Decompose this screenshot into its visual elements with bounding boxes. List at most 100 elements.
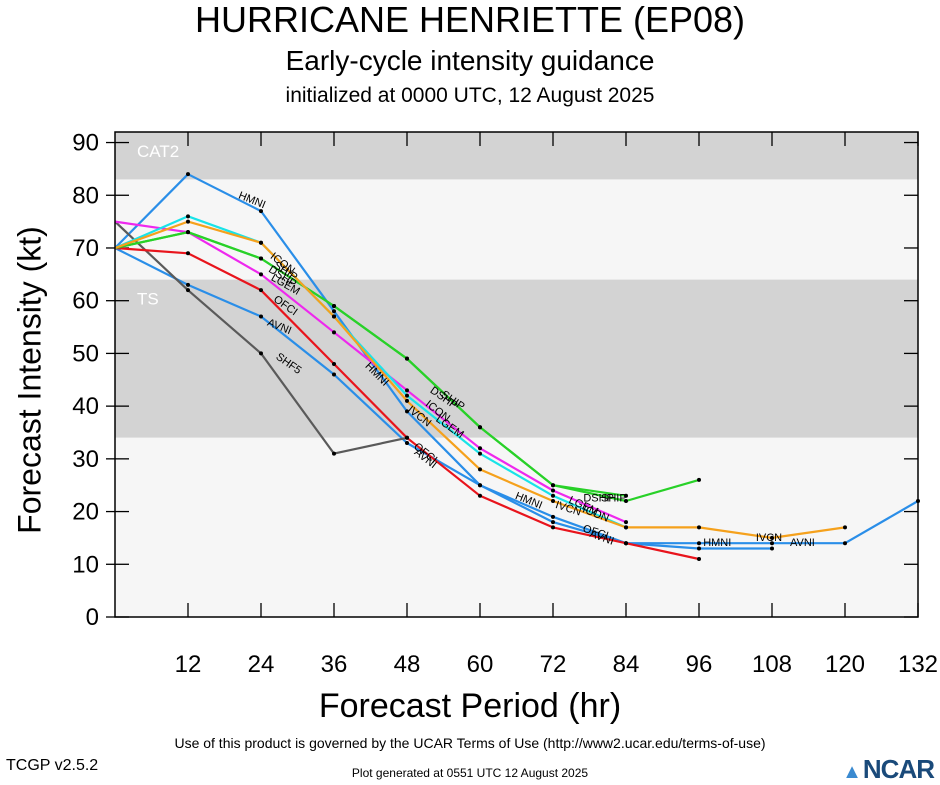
series-point-ship bbox=[697, 477, 701, 482]
y-tick-label: 20 bbox=[72, 499, 99, 526]
init-time: initialized at 0000 UTC, 12 August 2025 bbox=[285, 84, 655, 107]
series-point-hmni bbox=[259, 209, 263, 214]
category-bands: CAT2 TS bbox=[115, 132, 918, 617]
y-tick-label: 60 bbox=[72, 288, 99, 315]
series-line-avni bbox=[114, 247, 772, 550]
series-point-ivcn bbox=[259, 240, 263, 245]
x-tick-label: 132 bbox=[898, 651, 938, 678]
x-tick-label: 120 bbox=[825, 651, 865, 678]
y-tick-label: 80 bbox=[72, 182, 99, 209]
x-axis-label: Forecast Period (hr) bbox=[318, 687, 622, 725]
series-point-dshp bbox=[624, 493, 628, 498]
series-point-avni bbox=[259, 314, 263, 319]
series-point-dshp bbox=[405, 356, 409, 361]
series-point-avni bbox=[478, 483, 482, 488]
series-point-lgem bbox=[551, 488, 555, 493]
series-point-hmni bbox=[770, 541, 774, 546]
y-tick-label: 0 bbox=[86, 604, 99, 631]
series-point-ship bbox=[624, 499, 628, 504]
x-tick-label: 36 bbox=[321, 651, 348, 678]
series-point-ivcn bbox=[405, 398, 409, 403]
series-line-hmni bbox=[114, 173, 919, 545]
band-label-2: TS bbox=[137, 290, 159, 309]
y-axis-label: Forecast Intensity (kt) bbox=[11, 226, 48, 534]
series-point-dshp bbox=[186, 230, 190, 235]
series-point-avni bbox=[332, 372, 336, 377]
y-tick-label: 40 bbox=[72, 393, 99, 420]
series-point-avni bbox=[405, 441, 409, 446]
series-point-hmni bbox=[843, 541, 847, 546]
plot-frame bbox=[114, 131, 919, 618]
series-point-ofci bbox=[405, 435, 409, 440]
series-line-dshp bbox=[114, 231, 627, 497]
series-point-icon bbox=[551, 493, 555, 498]
series-point-ofci bbox=[332, 361, 336, 366]
series-point-ofci bbox=[478, 493, 482, 498]
series-point-ofci bbox=[624, 541, 628, 546]
series-point-lgem bbox=[259, 272, 263, 277]
series-point-avni bbox=[186, 282, 190, 287]
y-tick-label: 70 bbox=[72, 235, 99, 262]
series-point-avni bbox=[697, 546, 701, 551]
series-label-avni: AVNI bbox=[790, 537, 815, 549]
series-point-ofci bbox=[551, 525, 555, 530]
series-point-ivcn bbox=[770, 535, 774, 540]
y-tick-label: 50 bbox=[72, 340, 99, 367]
y-tick-label: 30 bbox=[72, 446, 99, 473]
y-tick-label: 10 bbox=[72, 551, 99, 578]
series-point-icon bbox=[186, 214, 190, 219]
x-tick-label: 108 bbox=[752, 651, 792, 678]
chart-subtitle: Early-cycle intensity guidance bbox=[285, 45, 655, 76]
series-point-ivcn bbox=[624, 525, 628, 530]
series-point-hmni bbox=[405, 409, 409, 414]
series-point-shf5 bbox=[186, 288, 190, 293]
band-1 bbox=[115, 179, 918, 280]
series-point-ofci bbox=[186, 251, 190, 256]
ncar-logo: ▲NCAR bbox=[842, 754, 935, 785]
y-tick-label: 90 bbox=[72, 130, 99, 157]
x-tick-label: 84 bbox=[613, 651, 640, 678]
series-point-ivcn bbox=[186, 219, 190, 224]
series-point-ivcn bbox=[843, 525, 847, 530]
band-3 bbox=[115, 437, 918, 617]
series-point-icon bbox=[405, 393, 409, 398]
version-label: TCGP v2.5.2 bbox=[6, 757, 99, 774]
series-label-ivcn: IVCN bbox=[756, 532, 782, 544]
x-tick-label: 96 bbox=[686, 651, 713, 678]
band-2 bbox=[115, 279, 918, 438]
series-point-hmni bbox=[186, 172, 190, 177]
series-line-icon bbox=[114, 215, 627, 529]
series-point-ivcn bbox=[332, 314, 336, 319]
series-point-lgem bbox=[624, 520, 628, 525]
series-point-hmni bbox=[551, 514, 555, 519]
series-point-icon bbox=[478, 451, 482, 456]
terms-of-use: Use of this product is governed by the U… bbox=[174, 735, 766, 751]
series-point-hmni bbox=[332, 309, 336, 314]
series-point-dshp bbox=[478, 425, 482, 430]
chart-title: HURRICANE HENRIETTE (EP08) bbox=[194, 0, 746, 40]
series-point-lgem bbox=[405, 388, 409, 393]
tick-labels: 0 10 20 30 40 50 60 70 80 90 12 24 36 48 60 72 84 96 108 12… bbox=[72, 130, 938, 678]
x-tick-label: 60 bbox=[467, 651, 494, 678]
series-point-shf5 bbox=[332, 451, 336, 456]
band-label-0: CAT2 bbox=[137, 142, 179, 161]
x-tick-label: 48 bbox=[394, 651, 421, 678]
series-point-lgem bbox=[332, 330, 336, 335]
series-point-lgem bbox=[478, 446, 482, 451]
series-point-avni bbox=[551, 520, 555, 525]
series-point-dshp bbox=[332, 303, 336, 308]
series-point-dshp bbox=[259, 256, 263, 261]
series-point-dshp bbox=[551, 483, 555, 488]
x-tick-label: 24 bbox=[248, 651, 275, 678]
series-point-ofci bbox=[259, 288, 263, 293]
series-points bbox=[186, 172, 920, 562]
ncar-logo-text: NCAR bbox=[862, 754, 935, 784]
series-point-ivcn bbox=[697, 525, 701, 530]
series-point-shf5 bbox=[259, 351, 263, 356]
series-label-hmni: HMNI bbox=[703, 537, 731, 549]
series-line-lgem bbox=[114, 220, 627, 524]
x-tick-label: 12 bbox=[175, 651, 202, 678]
generated-time: Plot generated at 0551 UTC 12 August 202… bbox=[351, 766, 589, 780]
ncar-logo-icon: ▲ bbox=[842, 761, 862, 783]
